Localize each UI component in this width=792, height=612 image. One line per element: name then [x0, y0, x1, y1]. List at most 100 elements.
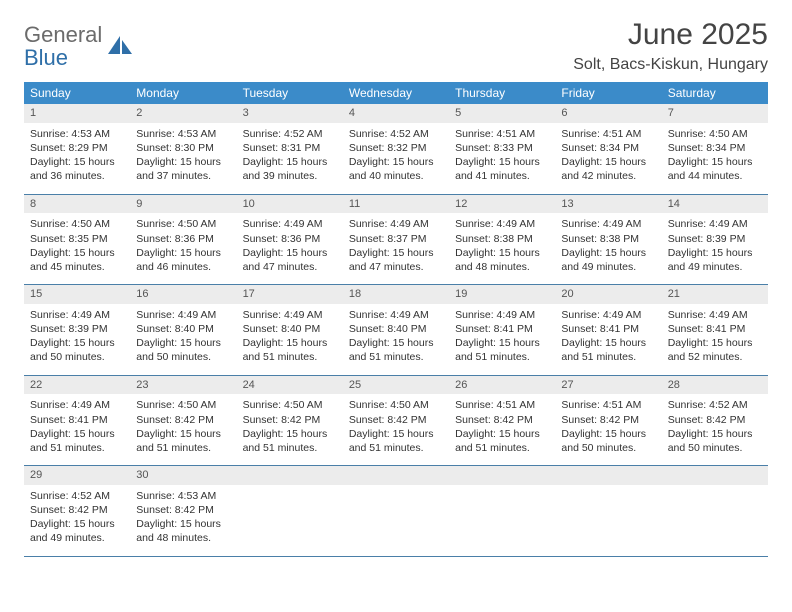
sunset-text: Sunset: 8:36 PM	[136, 232, 230, 246]
sunset-text: Sunset: 8:41 PM	[30, 413, 124, 427]
logo-sail-icon	[106, 34, 134, 61]
logo-text-blue: Blue	[24, 45, 68, 70]
day-cell: 3Sunrise: 4:52 AMSunset: 8:31 PMDaylight…	[237, 104, 343, 194]
sunset-text: Sunset: 8:36 PM	[243, 232, 337, 246]
daylight-text: and 42 minutes.	[561, 169, 655, 183]
daylight-text: Daylight: 15 hours	[243, 155, 337, 169]
day-number	[237, 466, 343, 485]
day-body: Sunrise: 4:52 AMSunset: 8:42 PMDaylight:…	[24, 485, 130, 556]
sunset-text: Sunset: 8:30 PM	[136, 141, 230, 155]
day-body: Sunrise: 4:49 AMSunset: 8:38 PMDaylight:…	[555, 213, 661, 284]
day-body: Sunrise: 4:51 AMSunset: 8:34 PMDaylight:…	[555, 123, 661, 194]
day-cell	[662, 466, 768, 556]
sunrise-text: Sunrise: 4:51 AM	[455, 398, 549, 412]
sunset-text: Sunset: 8:41 PM	[455, 322, 549, 336]
daylight-text: Daylight: 15 hours	[136, 155, 230, 169]
sunset-text: Sunset: 8:39 PM	[668, 232, 762, 246]
daylight-text: Daylight: 15 hours	[243, 427, 337, 441]
daylight-text: and 36 minutes.	[30, 169, 124, 183]
sunrise-text: Sunrise: 4:50 AM	[136, 217, 230, 231]
day-body: Sunrise: 4:49 AMSunset: 8:41 PMDaylight:…	[449, 304, 555, 375]
week-row: 15Sunrise: 4:49 AMSunset: 8:39 PMDayligh…	[24, 285, 768, 376]
day-cell: 12Sunrise: 4:49 AMSunset: 8:38 PMDayligh…	[449, 195, 555, 285]
day-number: 12	[449, 195, 555, 214]
daylight-text: and 48 minutes.	[136, 531, 230, 545]
sunrise-text: Sunrise: 4:51 AM	[561, 127, 655, 141]
day-number: 1	[24, 104, 130, 123]
day-body: Sunrise: 4:49 AMSunset: 8:41 PMDaylight:…	[662, 304, 768, 375]
day-cell	[555, 466, 661, 556]
daylight-text: and 51 minutes.	[455, 350, 549, 364]
weekday-label: Monday	[130, 82, 236, 104]
daylight-text: Daylight: 15 hours	[668, 336, 762, 350]
sunset-text: Sunset: 8:38 PM	[455, 232, 549, 246]
title-block: June 2025 Solt, Bacs-Kiskun, Hungary	[573, 18, 768, 74]
sunset-text: Sunset: 8:29 PM	[30, 141, 124, 155]
daylight-text: Daylight: 15 hours	[455, 246, 549, 260]
day-cell: 19Sunrise: 4:49 AMSunset: 8:41 PMDayligh…	[449, 285, 555, 375]
day-number: 18	[343, 285, 449, 304]
daylight-text: and 37 minutes.	[136, 169, 230, 183]
day-body: Sunrise: 4:49 AMSunset: 8:37 PMDaylight:…	[343, 213, 449, 284]
sunset-text: Sunset: 8:40 PM	[243, 322, 337, 336]
sunrise-text: Sunrise: 4:49 AM	[349, 308, 443, 322]
daylight-text: Daylight: 15 hours	[455, 336, 549, 350]
day-cell: 20Sunrise: 4:49 AMSunset: 8:41 PMDayligh…	[555, 285, 661, 375]
day-cell	[449, 466, 555, 556]
day-cell: 8Sunrise: 4:50 AMSunset: 8:35 PMDaylight…	[24, 195, 130, 285]
day-number: 8	[24, 195, 130, 214]
daylight-text: and 46 minutes.	[136, 260, 230, 274]
daylight-text: Daylight: 15 hours	[455, 155, 549, 169]
daylight-text: Daylight: 15 hours	[561, 246, 655, 260]
day-number: 28	[662, 376, 768, 395]
day-number: 30	[130, 466, 236, 485]
sunset-text: Sunset: 8:42 PM	[668, 413, 762, 427]
day-number: 9	[130, 195, 236, 214]
sunset-text: Sunset: 8:42 PM	[561, 413, 655, 427]
daylight-text: and 47 minutes.	[349, 260, 443, 274]
sunrise-text: Sunrise: 4:49 AM	[455, 308, 549, 322]
day-cell: 28Sunrise: 4:52 AMSunset: 8:42 PMDayligh…	[662, 376, 768, 466]
sunrise-text: Sunrise: 4:49 AM	[455, 217, 549, 231]
header: General Blue June 2025 Solt, Bacs-Kiskun…	[24, 18, 768, 74]
sunrise-text: Sunrise: 4:50 AM	[30, 217, 124, 231]
sunset-text: Sunset: 8:34 PM	[561, 141, 655, 155]
day-cell: 23Sunrise: 4:50 AMSunset: 8:42 PMDayligh…	[130, 376, 236, 466]
day-number: 11	[343, 195, 449, 214]
daylight-text: Daylight: 15 hours	[561, 336, 655, 350]
weekday-label: Tuesday	[237, 82, 343, 104]
day-cell: 7Sunrise: 4:50 AMSunset: 8:34 PMDaylight…	[662, 104, 768, 194]
sunset-text: Sunset: 8:42 PM	[30, 503, 124, 517]
sunrise-text: Sunrise: 4:53 AM	[136, 489, 230, 503]
daylight-text: and 51 minutes.	[243, 350, 337, 364]
sunset-text: Sunset: 8:42 PM	[136, 413, 230, 427]
day-body	[555, 485, 661, 539]
day-body: Sunrise: 4:49 AMSunset: 8:41 PMDaylight:…	[555, 304, 661, 375]
daylight-text: Daylight: 15 hours	[455, 427, 549, 441]
week-row: 29Sunrise: 4:52 AMSunset: 8:42 PMDayligh…	[24, 466, 768, 557]
day-body: Sunrise: 4:50 AMSunset: 8:36 PMDaylight:…	[130, 213, 236, 284]
day-body: Sunrise: 4:49 AMSunset: 8:38 PMDaylight:…	[449, 213, 555, 284]
day-number: 6	[555, 104, 661, 123]
month-title: June 2025	[573, 18, 768, 52]
day-number: 13	[555, 195, 661, 214]
sunset-text: Sunset: 8:34 PM	[668, 141, 762, 155]
sunset-text: Sunset: 8:42 PM	[243, 413, 337, 427]
sunset-text: Sunset: 8:40 PM	[349, 322, 443, 336]
daylight-text: Daylight: 15 hours	[349, 336, 443, 350]
day-number: 19	[449, 285, 555, 304]
day-number: 22	[24, 376, 130, 395]
daylight-text: Daylight: 15 hours	[561, 427, 655, 441]
daylight-text: Daylight: 15 hours	[668, 155, 762, 169]
sunrise-text: Sunrise: 4:51 AM	[561, 398, 655, 412]
day-number: 25	[343, 376, 449, 395]
sunset-text: Sunset: 8:42 PM	[455, 413, 549, 427]
day-cell	[237, 466, 343, 556]
sunrise-text: Sunrise: 4:50 AM	[668, 127, 762, 141]
day-number	[555, 466, 661, 485]
weeks-container: 1 Sunrise: 4:53 AM Sunset: 8:29 PM Daylight…	[24, 104, 768, 557]
sunrise-text: Sunrise: 4:49 AM	[243, 308, 337, 322]
sunset-text: Sunset: 8:42 PM	[136, 503, 230, 517]
day-cell: 1Sunrise: 4:53 AMSunset: 8:29 PMDaylight…	[24, 104, 130, 194]
day-number: 16	[130, 285, 236, 304]
